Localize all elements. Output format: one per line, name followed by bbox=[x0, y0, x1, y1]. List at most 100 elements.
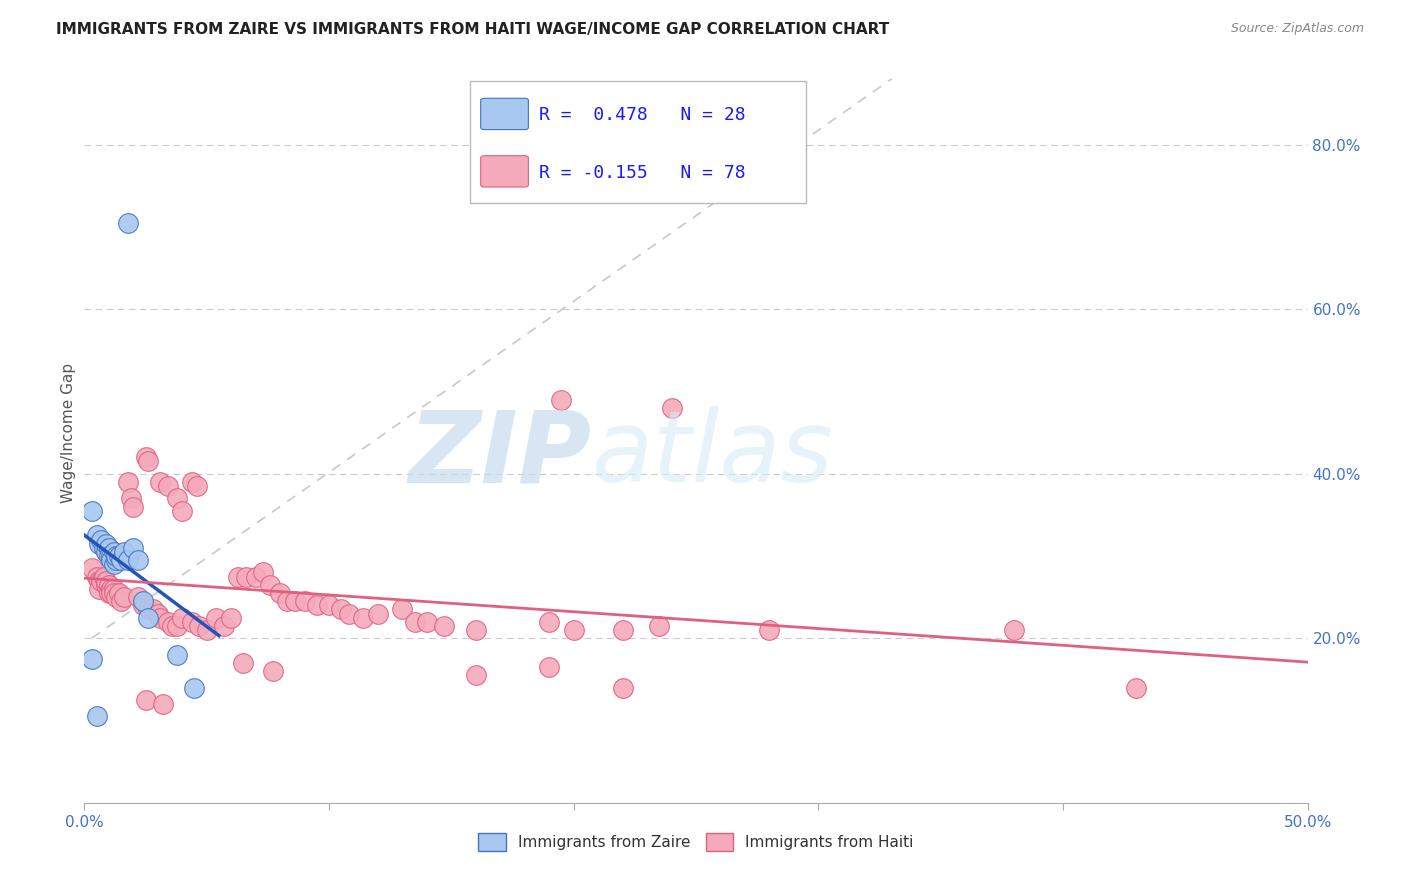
Point bbox=[93, 569, 115, 583]
Point bbox=[110, 594, 132, 608]
FancyBboxPatch shape bbox=[481, 98, 529, 129]
Point bbox=[105, 590, 128, 604]
Point bbox=[228, 569, 250, 583]
Point bbox=[112, 590, 135, 604]
Point bbox=[97, 578, 120, 592]
Point bbox=[464, 668, 486, 682]
Point bbox=[337, 607, 360, 621]
Point bbox=[162, 619, 184, 633]
Point bbox=[152, 697, 174, 711]
Point bbox=[142, 602, 165, 616]
Point bbox=[120, 491, 142, 506]
Text: R =  0.478   N = 28: R = 0.478 N = 28 bbox=[540, 106, 747, 124]
Point bbox=[188, 619, 211, 633]
Legend: Immigrants from Zaire, Immigrants from Haiti: Immigrants from Zaire, Immigrants from H… bbox=[478, 833, 914, 851]
Point bbox=[538, 660, 561, 674]
Text: IMMIGRANTS FROM ZAIRE VS IMMIGRANTS FROM HAITI WAGE/INCOME GAP CORRELATION CHART: IMMIGRANTS FROM ZAIRE VS IMMIGRANTS FROM… bbox=[56, 22, 890, 37]
Point bbox=[96, 578, 118, 592]
Point bbox=[172, 504, 194, 518]
Point bbox=[352, 610, 374, 624]
Point bbox=[172, 610, 194, 624]
Point bbox=[96, 574, 118, 588]
Text: atlas: atlas bbox=[592, 407, 834, 503]
Text: Source: ZipAtlas.com: Source: ZipAtlas.com bbox=[1230, 22, 1364, 36]
Point bbox=[146, 607, 169, 621]
Point bbox=[181, 615, 204, 629]
Point bbox=[612, 681, 634, 695]
Point bbox=[235, 569, 257, 583]
Point bbox=[612, 623, 634, 637]
Point bbox=[262, 664, 284, 678]
Point bbox=[181, 475, 204, 489]
Point bbox=[156, 479, 179, 493]
Point bbox=[103, 545, 125, 559]
Point bbox=[404, 615, 426, 629]
Point bbox=[195, 623, 218, 637]
Point bbox=[661, 401, 683, 415]
Point bbox=[122, 541, 145, 555]
Point bbox=[107, 586, 129, 600]
Point bbox=[117, 553, 139, 567]
Point bbox=[318, 599, 340, 613]
Point bbox=[136, 454, 159, 468]
Point bbox=[232, 656, 254, 670]
Point bbox=[90, 533, 112, 547]
Point bbox=[183, 681, 205, 695]
Point bbox=[135, 450, 157, 465]
Point bbox=[433, 619, 456, 633]
Point bbox=[97, 541, 120, 555]
Point bbox=[97, 549, 120, 563]
Y-axis label: Wage/Income Gap: Wage/Income Gap bbox=[60, 362, 76, 503]
Point bbox=[186, 479, 208, 493]
Point bbox=[96, 545, 118, 559]
Point bbox=[107, 549, 129, 563]
Point bbox=[252, 566, 274, 580]
Point bbox=[100, 553, 122, 567]
Point bbox=[212, 619, 235, 633]
Point bbox=[550, 392, 572, 407]
Point bbox=[135, 693, 157, 707]
Point bbox=[86, 569, 108, 583]
Text: ZIP: ZIP bbox=[409, 407, 592, 503]
Point bbox=[1002, 623, 1025, 637]
Point bbox=[86, 709, 108, 723]
Point bbox=[105, 549, 128, 563]
Point bbox=[112, 545, 135, 559]
Point bbox=[117, 216, 139, 230]
Point bbox=[90, 574, 112, 588]
Point bbox=[97, 586, 120, 600]
Point bbox=[86, 528, 108, 542]
Point bbox=[136, 602, 159, 616]
Point bbox=[103, 558, 125, 572]
Point bbox=[1125, 681, 1147, 695]
Point bbox=[538, 615, 561, 629]
Point bbox=[96, 536, 118, 550]
Point bbox=[259, 578, 281, 592]
Point bbox=[87, 582, 110, 596]
Point bbox=[330, 602, 353, 616]
Point bbox=[166, 491, 188, 506]
Point bbox=[391, 602, 413, 616]
Point bbox=[166, 648, 188, 662]
Point bbox=[87, 536, 110, 550]
Point bbox=[100, 582, 122, 596]
Point bbox=[156, 615, 179, 629]
Point bbox=[132, 594, 155, 608]
Point bbox=[245, 569, 267, 583]
Point bbox=[100, 549, 122, 563]
Point bbox=[758, 623, 780, 637]
Point bbox=[205, 610, 228, 624]
Point bbox=[276, 594, 298, 608]
FancyBboxPatch shape bbox=[481, 156, 529, 187]
Point bbox=[305, 599, 328, 613]
Point bbox=[103, 582, 125, 596]
Point bbox=[149, 610, 172, 624]
Point bbox=[294, 594, 316, 608]
Point bbox=[80, 504, 103, 518]
Point bbox=[367, 607, 389, 621]
Point bbox=[103, 586, 125, 600]
Point bbox=[284, 594, 307, 608]
Point bbox=[110, 553, 132, 567]
Point bbox=[464, 623, 486, 637]
FancyBboxPatch shape bbox=[470, 81, 806, 203]
